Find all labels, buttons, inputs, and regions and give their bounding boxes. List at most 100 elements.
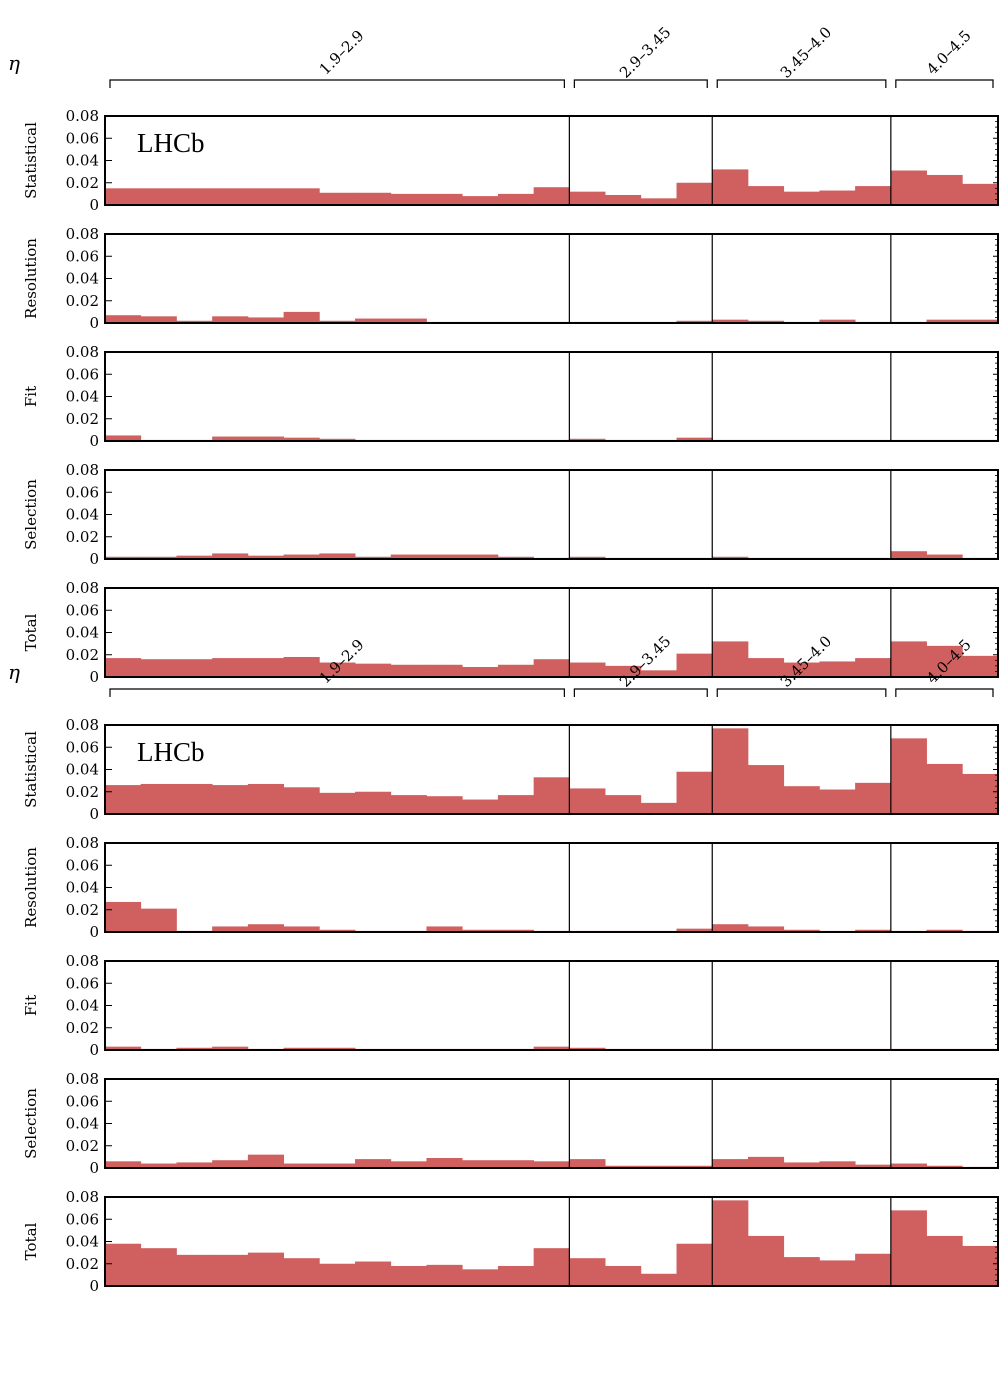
panel-statistical: 0.08 0.06 0.04 0.02 0 Statistical LHCb bbox=[22, 107, 999, 214]
bar bbox=[747, 186, 785, 205]
bar bbox=[747, 926, 785, 932]
y-tick-label: 0.06 bbox=[66, 1210, 99, 1228]
bar bbox=[747, 1235, 785, 1286]
panel-resolution: 0.08 0.06 0.04 0.02 0 Resolution bbox=[22, 834, 999, 941]
bar bbox=[855, 1164, 892, 1168]
bar bbox=[105, 188, 142, 205]
row-label: Resolution bbox=[22, 238, 40, 319]
bar bbox=[212, 785, 249, 814]
y-tick-label: 0.02 bbox=[66, 783, 99, 801]
y-tick-label: 0.06 bbox=[66, 601, 99, 619]
bar bbox=[355, 1261, 392, 1286]
bar bbox=[962, 183, 999, 205]
bar bbox=[533, 659, 570, 677]
eta-bin-label: 4.0–4.5 bbox=[923, 27, 975, 79]
row-label: Fit bbox=[22, 995, 40, 1016]
bar bbox=[105, 1243, 142, 1286]
bar bbox=[605, 194, 642, 205]
bar bbox=[712, 319, 749, 323]
eta-bracket bbox=[895, 688, 994, 697]
bar bbox=[890, 641, 927, 677]
bar bbox=[855, 929, 892, 932]
bar bbox=[462, 929, 499, 932]
bar bbox=[462, 554, 499, 559]
bar bbox=[283, 1047, 320, 1050]
bar bbox=[676, 928, 713, 932]
eta-axis-label: η bbox=[8, 51, 20, 75]
y-tick-label: 0 bbox=[89, 432, 99, 450]
bar bbox=[105, 435, 142, 441]
bar bbox=[569, 1159, 606, 1168]
bar bbox=[176, 783, 213, 814]
bar bbox=[355, 791, 392, 814]
bar bbox=[355, 1159, 392, 1168]
bar bbox=[105, 901, 142, 932]
bar bbox=[855, 1253, 892, 1286]
y-tick-label: 0.04 bbox=[66, 761, 99, 779]
bar bbox=[283, 656, 320, 677]
bar bbox=[140, 908, 177, 932]
y-tick-label: 0.08 bbox=[66, 107, 99, 125]
bar bbox=[247, 188, 284, 205]
bar bbox=[176, 659, 213, 677]
bar bbox=[819, 1161, 856, 1168]
y-tick-label: 0.04 bbox=[66, 152, 99, 170]
bar bbox=[319, 1047, 356, 1050]
bar bbox=[426, 796, 463, 814]
eta-bin-label: 2.9–3.45 bbox=[616, 23, 675, 82]
bar bbox=[212, 1160, 249, 1168]
bar bbox=[783, 662, 820, 677]
bar bbox=[712, 1159, 749, 1168]
y-tick-label: 0.02 bbox=[66, 901, 99, 919]
bar bbox=[712, 1200, 749, 1286]
bar bbox=[319, 1163, 356, 1168]
bar bbox=[176, 1254, 213, 1286]
y-tick-label: 0 bbox=[89, 196, 99, 214]
row-label: Statistical bbox=[22, 122, 40, 199]
bar bbox=[140, 783, 177, 814]
y-tick-label: 0.04 bbox=[66, 270, 99, 288]
bar bbox=[176, 555, 213, 559]
bar bbox=[783, 929, 820, 932]
bar bbox=[533, 1248, 570, 1286]
y-tick-label: 0.06 bbox=[66, 738, 99, 756]
bar bbox=[426, 193, 463, 205]
bar bbox=[247, 658, 284, 677]
bar bbox=[283, 188, 320, 205]
bar bbox=[105, 556, 142, 559]
bar bbox=[640, 1273, 677, 1286]
bar bbox=[926, 174, 963, 205]
bar bbox=[140, 659, 177, 677]
bar bbox=[533, 777, 570, 814]
bar bbox=[605, 1265, 642, 1286]
y-tick-label: 0 bbox=[89, 923, 99, 941]
bar bbox=[140, 316, 177, 323]
bar bbox=[819, 190, 856, 205]
bar bbox=[176, 1162, 213, 1168]
bar bbox=[247, 1154, 284, 1168]
bar bbox=[926, 554, 963, 559]
y-tick-label: 0.02 bbox=[66, 410, 99, 428]
bar bbox=[140, 1248, 177, 1286]
bar bbox=[890, 170, 927, 205]
bar bbox=[426, 1264, 463, 1286]
y-tick-label: 0.02 bbox=[66, 292, 99, 310]
row-label: Selection bbox=[22, 479, 40, 550]
bar bbox=[212, 658, 249, 677]
eta-bracket bbox=[573, 79, 708, 88]
bar bbox=[712, 924, 749, 932]
bar bbox=[319, 192, 356, 205]
y-tick-label: 0.02 bbox=[66, 174, 99, 192]
y-tick-label: 0.04 bbox=[66, 879, 99, 897]
bar bbox=[497, 193, 535, 205]
row-label: Statistical bbox=[22, 731, 40, 808]
y-tick-label: 0.06 bbox=[66, 247, 99, 265]
bar bbox=[676, 437, 713, 441]
bar bbox=[712, 728, 749, 814]
bar bbox=[497, 556, 535, 559]
bar bbox=[247, 783, 284, 814]
y-tick-label: 0.08 bbox=[66, 952, 99, 970]
bar bbox=[676, 320, 713, 323]
bar bbox=[390, 664, 427, 677]
lhcb-label: LHCb bbox=[137, 128, 205, 158]
